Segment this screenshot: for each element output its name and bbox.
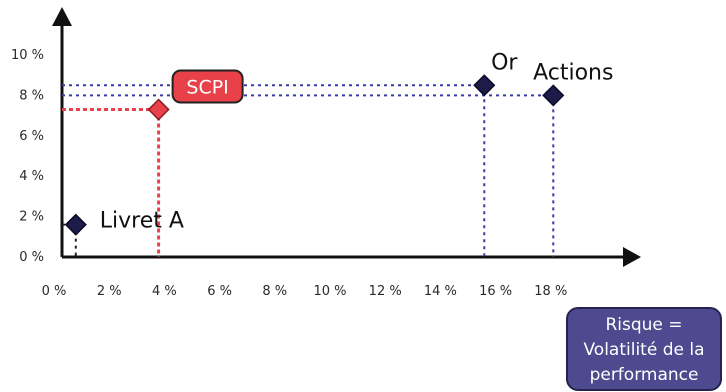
point-label: SCPI [186,77,228,99]
risk-annotation-box: Risque = Volatilité de la performance [566,307,722,391]
data-point-marker [147,98,170,121]
point-label: Or [491,50,518,75]
y-tick-label: 2 % [19,210,44,225]
point-label-badge [171,69,244,104]
x-tick-label: 14 % [424,284,457,299]
x-tick-label: 8 % [262,284,287,299]
y-tick-label: 4 % [19,169,44,184]
point-label: Actions [533,60,613,85]
x-tick-label: 10 % [313,284,346,299]
y-tick-label: 10 % [11,48,44,63]
x-tick-label: 6 % [207,284,232,299]
y-axis-arrow [52,7,72,26]
risk-annotation-line-1: Risque = [605,315,683,335]
y-tick-label: 8 % [19,88,44,103]
data-point-marker [542,84,565,107]
point-label: Livret A [100,209,184,234]
risk-annotation-line-2: Volatilité de la [583,340,705,360]
risk-annotation-line-3: performance [589,365,699,385]
x-tick-label: 2 % [97,284,122,299]
x-axis-arrow [623,247,641,267]
x-tick-label: 18 % [534,284,567,299]
y-tick-label: 6 % [19,129,44,144]
x-tick-label: 0 % [42,284,67,299]
x-tick-label: 16 % [479,284,512,299]
y-tick-label: 0 % [19,250,44,265]
data-point-marker [64,213,87,236]
x-tick-label: 4 % [152,284,177,299]
data-point-marker [473,74,496,97]
x-tick-label: 12 % [369,284,402,299]
